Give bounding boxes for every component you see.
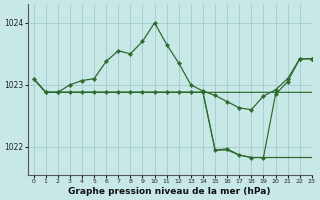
X-axis label: Graphe pression niveau de la mer (hPa): Graphe pression niveau de la mer (hPa)	[68, 187, 271, 196]
